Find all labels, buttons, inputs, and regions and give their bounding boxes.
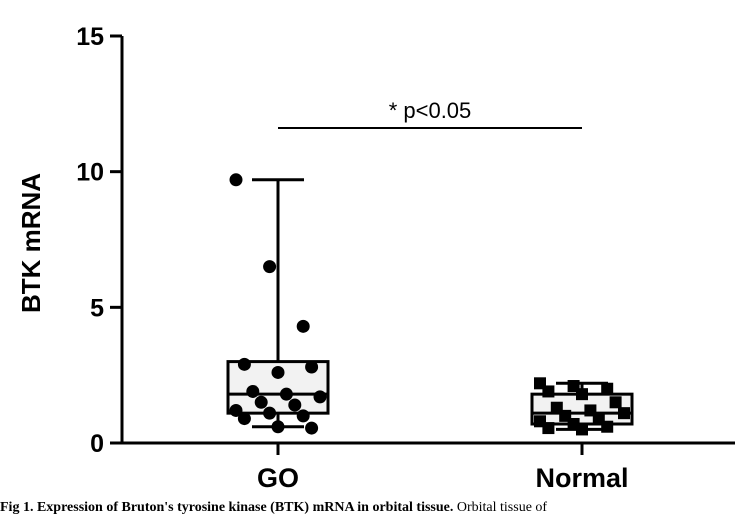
data-point xyxy=(263,260,277,274)
caption-label: Fig 1. Expression of Bruton's tyrosine k… xyxy=(0,500,454,515)
box-plot-chart: 0 5 10 15 GO Normal BTK mRNA * p<0.05 xyxy=(16,23,735,493)
data-point xyxy=(305,360,319,374)
y-axis-label: BTK mRNA xyxy=(16,173,46,313)
data-point xyxy=(229,403,243,417)
data-point xyxy=(601,420,614,433)
x-tick-label: GO xyxy=(257,463,299,493)
box-group-go xyxy=(226,173,330,435)
data-point xyxy=(576,388,588,401)
data-point xyxy=(305,421,319,435)
y-tick-label: 15 xyxy=(76,23,104,51)
caption-text: Orbital tissue of xyxy=(456,500,548,515)
data-point xyxy=(576,423,588,436)
data-point xyxy=(263,406,277,420)
data-point xyxy=(246,384,260,398)
data-point xyxy=(254,395,268,409)
data-point xyxy=(271,420,285,434)
data-point xyxy=(609,396,622,409)
data-point xyxy=(601,382,614,395)
data-point xyxy=(542,385,555,398)
data-point xyxy=(542,422,555,435)
axes: 0 5 10 15 GO Normal xyxy=(76,23,735,493)
significance-annotation: * p<0.05 xyxy=(389,98,472,123)
data-point xyxy=(279,387,293,401)
y-tick-label: 10 xyxy=(76,159,104,187)
box-group-normal xyxy=(530,377,634,436)
data-point xyxy=(229,173,243,187)
data-point xyxy=(296,319,310,333)
y-tick-label: 0 xyxy=(90,430,104,458)
data-point xyxy=(271,365,285,379)
data-point xyxy=(618,407,630,420)
data-point xyxy=(237,412,251,426)
data-point xyxy=(288,398,302,412)
plot-area xyxy=(226,127,634,436)
data-point xyxy=(237,357,251,371)
data-point xyxy=(296,409,310,423)
data-point xyxy=(313,390,327,404)
x-tick-label: Normal xyxy=(535,463,628,493)
y-tick-label: 5 xyxy=(90,294,104,322)
figure-caption: Fig 1. Expression of Bruton's tyrosine k… xyxy=(0,500,755,524)
